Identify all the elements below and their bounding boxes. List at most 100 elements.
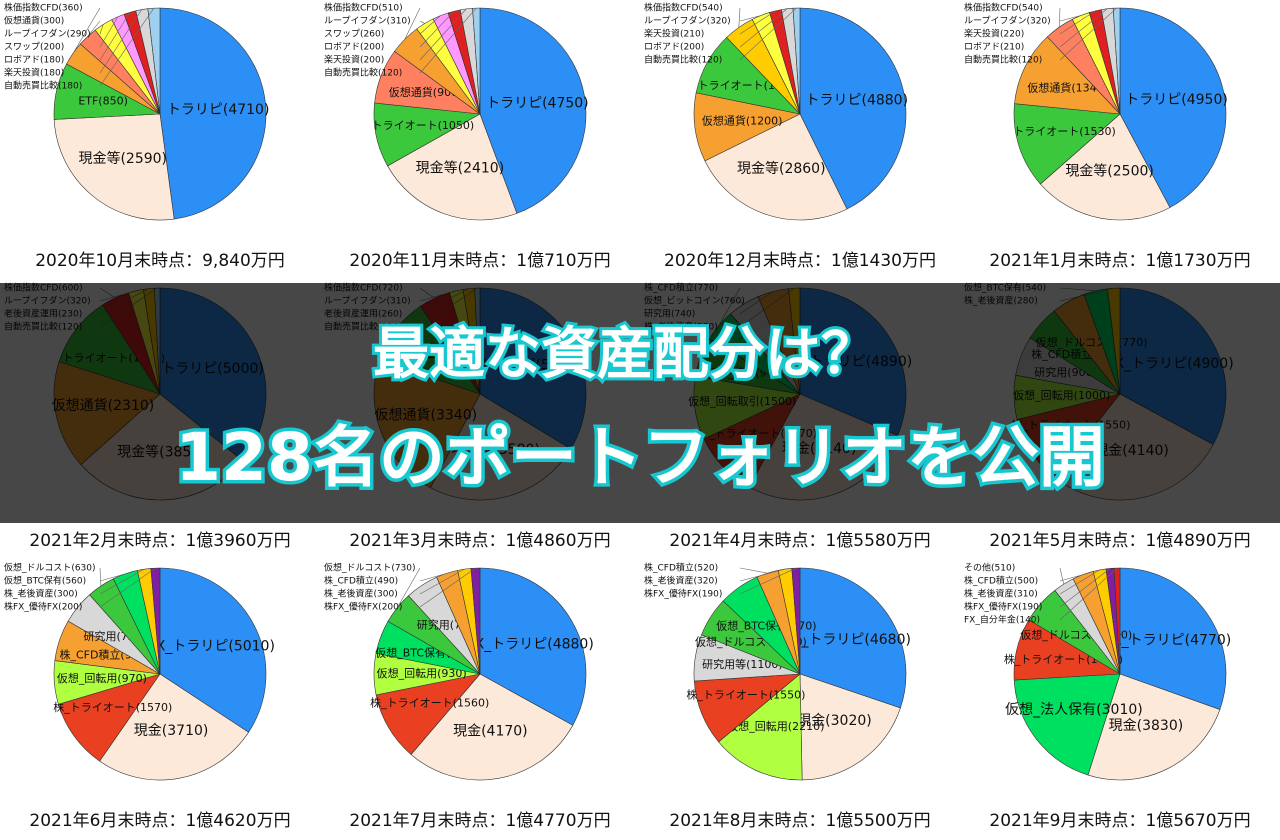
leader-line — [1059, 567, 1065, 585]
callout-label: 株価指数CFD(510) — [324, 2, 403, 14]
slice-label: 仮想_回転用(2210) — [727, 719, 824, 733]
leader-line — [739, 567, 768, 574]
slice-label: 仮想_BTC保有(970) — [716, 618, 816, 632]
slice-label: 仮想_法人保有(3010) — [1005, 702, 1143, 718]
pie-slice — [1119, 7, 1227, 208]
callout-label: ロボアド(210) — [964, 42, 1024, 53]
chart-title: 2021年9月末時点：1億5670万円 — [989, 811, 1250, 831]
pie-slice — [718, 673, 803, 781]
slice-label: トライオート(1050) — [372, 119, 475, 132]
callout-label: 自動売買比較(120) — [964, 54, 1042, 66]
callout-label: 株_老後資産(300) — [4, 588, 78, 600]
pie-slice — [1087, 673, 1221, 781]
pie-slice — [693, 92, 801, 162]
chart-title: 2020年10月末時点：9,840万円 — [35, 251, 285, 271]
leader-line — [739, 15, 761, 22]
callout-label: 楽天投資(180) — [4, 67, 64, 79]
leader-line — [99, 567, 156, 608]
leader-line — [99, 24, 104, 35]
slice-label: FX_トラリピ(4880) — [467, 636, 594, 652]
leader-line — [738, 7, 741, 28]
callout-label: 株_老後資産(310) — [964, 588, 1038, 600]
callout-label: 株_CFD積立(500) — [964, 575, 1038, 587]
pie-slice — [479, 7, 587, 214]
callout-label: ロボアド(180) — [4, 55, 64, 66]
leader-line — [99, 567, 102, 586]
callout-label: その他(510) — [964, 562, 1015, 574]
slice-label: 仮想通貨(1200) — [702, 113, 783, 127]
leader-line — [739, 568, 786, 582]
leader-line — [1059, 568, 1111, 608]
leader-line — [739, 10, 776, 35]
chart-title: 2021年1月末時点：1億1730万円 — [989, 251, 1250, 271]
callout-label: ループイフダン(290) — [4, 28, 91, 40]
leader-line — [99, 12, 131, 61]
slice-label: 株_トライオート(1550) — [686, 688, 805, 702]
callout-label: 株_CFD積立(490) — [324, 575, 398, 587]
leader-line — [1059, 574, 1084, 582]
slice-label: トラリピ(4950) — [1125, 92, 1228, 108]
callout-label: 株価指数CFD(540) — [964, 2, 1043, 14]
callout-label: 仮想_ドルコスト(730) — [324, 562, 416, 574]
leader-line — [72, 7, 101, 54]
callout-label: FX_自分年金(140) — [964, 614, 1040, 626]
leader-line — [419, 568, 465, 595]
slice-label: トラリピ(4880) — [805, 93, 908, 109]
leader-line — [99, 568, 145, 595]
slice-label: トライオート(1530) — [1013, 125, 1116, 138]
leader-line — [1059, 569, 1100, 595]
callout-label: 株FX_優待FX(200) — [4, 601, 82, 613]
pie-slice — [387, 113, 518, 221]
pie-slice — [479, 567, 587, 726]
chart-title: 2021年6月末時点：1億4620万円 — [29, 811, 290, 831]
pie-slice — [799, 7, 907, 210]
pie-slice — [410, 673, 574, 781]
pie-slice — [1013, 103, 1121, 185]
callout-label: 楽天投資(200) — [324, 54, 384, 66]
slice-label: 現金(3020) — [797, 713, 872, 729]
callout-label: 楽天投資(220) — [964, 28, 1024, 40]
callout-label: 自動売買比較(180) — [4, 80, 82, 92]
callout-label: 株FX_優待FX(190) — [644, 588, 722, 600]
pie-slice — [53, 113, 175, 221]
banner-line1: 最適な資産配分は？ — [373, 322, 877, 387]
leader-line — [1058, 7, 1061, 28]
leader-line — [99, 8, 155, 87]
callout-label: 自動売買比較(120) — [324, 67, 402, 79]
callout-label: 仮想通貨(300) — [4, 15, 64, 27]
slice-label: 仮想通貨(1340) — [1027, 80, 1108, 94]
pie-slice — [704, 113, 848, 221]
chart-title: 2021年4月末時点：1億5580万円 — [669, 531, 930, 551]
callout-label: ループイフダン(310) — [324, 15, 411, 27]
pie-slice — [147, 7, 161, 115]
chart-title: 2021年5月末時点：1億4890万円 — [989, 531, 1250, 551]
slice-label: 現金等(2860) — [737, 160, 826, 177]
pie-slice — [375, 673, 481, 755]
banner — [0, 283, 1280, 523]
leader-line — [419, 20, 425, 24]
slice-label: トラリピ(4750) — [486, 96, 589, 112]
slice-label: 株_トライオート(1570) — [53, 700, 172, 714]
pie-slice — [99, 673, 249, 781]
chart-title: 2021年3月末時点：1億4860万円 — [349, 531, 610, 551]
leader-line — [1059, 8, 1108, 48]
chart-title: 2021年2月末時点：1億3960万円 — [29, 531, 290, 551]
leader-line — [1059, 7, 1117, 61]
slice-label: ETF(850) — [78, 94, 128, 107]
chart-title: 2021年7月末時点：1億4770万円 — [349, 811, 610, 831]
leader-line — [1059, 15, 1081, 22]
leader-line — [99, 16, 119, 48]
slice-label: 現金等(2410) — [416, 160, 505, 177]
leader-line — [397, 567, 421, 608]
pie-slice — [791, 567, 801, 675]
callout-label: 株_老後資産(320) — [644, 575, 718, 587]
pie-slice — [58, 673, 161, 762]
callout-label: 自動売買比較(120) — [644, 54, 722, 66]
leader-line — [419, 572, 448, 582]
pie-slice — [1040, 113, 1171, 221]
leader-line — [1059, 567, 1118, 621]
callout-label: 仮想_ドルコスト(630) — [4, 562, 96, 574]
pie-slice — [799, 673, 901, 781]
leader-line — [739, 7, 797, 61]
